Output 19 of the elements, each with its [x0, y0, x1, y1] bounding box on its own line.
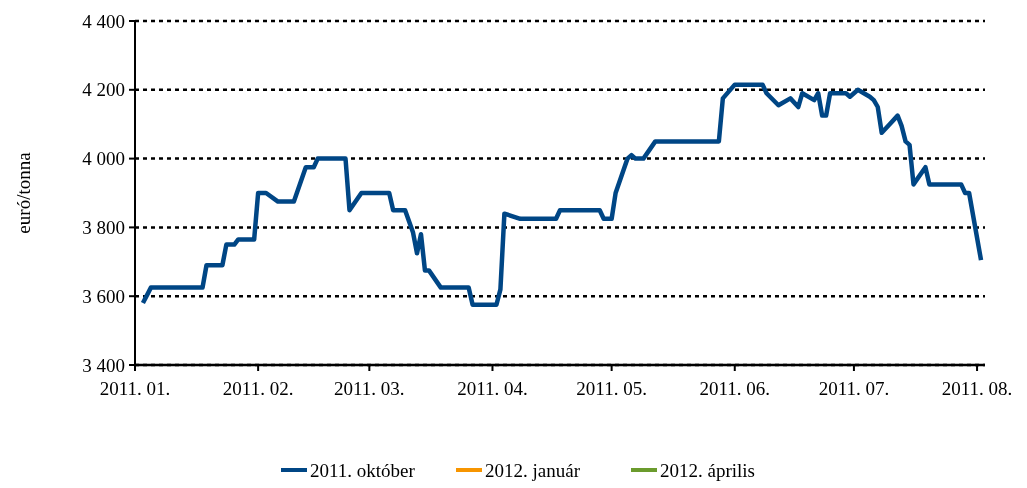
legend-label: 2012. január — [485, 459, 581, 481]
x-tick-label: 2011. 01. — [99, 378, 171, 399]
x-tick-label: 2011. 02. — [222, 378, 294, 399]
y-tick-label: 3 800 — [82, 217, 125, 239]
y-tick-label: 4 400 — [82, 10, 125, 32]
x-tick-label: 2011. 05. — [576, 378, 647, 399]
y-tick-label: 3 600 — [82, 285, 125, 307]
legend-label: 2011. október — [310, 459, 416, 481]
x-tick-label: 2011. 04. — [457, 378, 528, 399]
y-axis-title: euró/tonna — [13, 151, 34, 234]
y-tick-label: 4 000 — [82, 148, 125, 170]
x-tick-label: 2011. 03. — [334, 378, 405, 399]
y-tick-label: 3 400 — [82, 354, 125, 376]
legend-label: 2012. április — [660, 459, 755, 481]
line-series — [140, 82, 984, 308]
x-tick-label: 2011. 07. — [818, 378, 890, 399]
x-tick-label: 2011. 06. — [699, 378, 771, 399]
y-tick-label: 4 200 — [82, 79, 125, 101]
x-tick-label: 2011. 08. — [941, 378, 1013, 399]
